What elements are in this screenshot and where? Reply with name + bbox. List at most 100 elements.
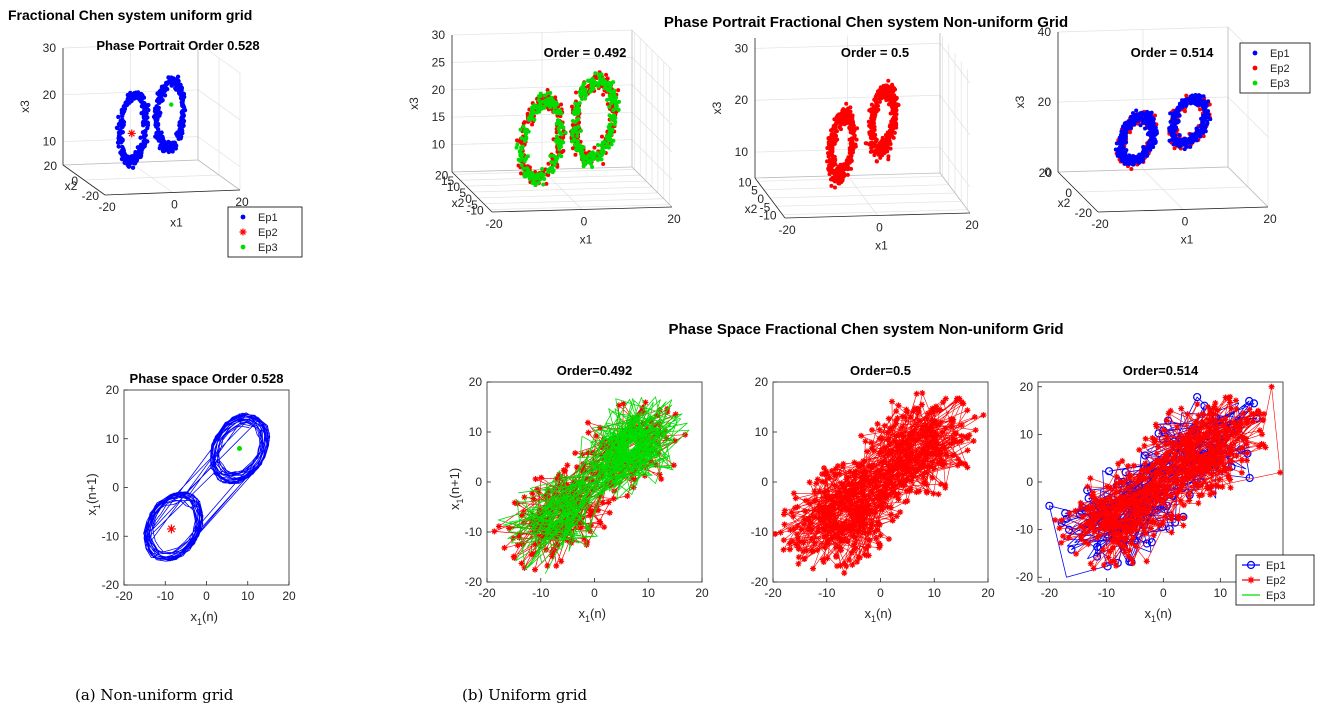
traj-marker xyxy=(1104,514,1111,521)
traj-marker xyxy=(554,542,561,549)
traj-marker xyxy=(1072,507,1079,514)
data-point xyxy=(553,95,558,100)
data-point xyxy=(170,149,175,154)
traj-marker xyxy=(897,509,904,516)
data-point xyxy=(828,157,833,162)
traj-marker xyxy=(1246,406,1253,413)
traj-marker xyxy=(1142,530,1149,537)
data-point xyxy=(606,145,611,150)
traj-marker xyxy=(861,510,868,517)
traj-marker xyxy=(890,467,897,474)
data-point xyxy=(577,143,582,148)
traj-marker xyxy=(868,520,875,527)
traj-marker xyxy=(852,468,859,475)
traj-marker xyxy=(907,414,914,421)
data-point xyxy=(836,180,841,185)
traj-marker xyxy=(876,544,883,551)
data-point xyxy=(558,111,563,116)
traj-marker xyxy=(937,481,944,488)
traj-marker xyxy=(790,513,797,520)
plot-title: Order = 0.492 xyxy=(544,45,627,60)
traj-marker xyxy=(825,528,832,535)
y-tick-label: 10 xyxy=(469,425,483,439)
traj-marker xyxy=(890,489,897,496)
box-edge xyxy=(1057,166,1229,173)
data-point xyxy=(586,84,591,89)
traj-marker xyxy=(655,450,662,457)
data-point xyxy=(1182,109,1187,114)
traj-marker xyxy=(861,551,868,558)
z-tick-label: 30 xyxy=(735,41,749,55)
data-point xyxy=(868,142,873,147)
traj-marker xyxy=(811,514,818,521)
traj-marker xyxy=(865,542,872,549)
data-point xyxy=(1188,132,1193,137)
traj-marker xyxy=(928,463,935,470)
data-point xyxy=(844,108,849,113)
traj-marker xyxy=(1243,457,1250,464)
legend-label-ep3: Ep3 xyxy=(1266,590,1286,602)
traj-marker xyxy=(506,525,513,532)
traj-marker xyxy=(1078,503,1085,510)
data-point xyxy=(573,152,578,157)
x-tick-label: 20 xyxy=(667,212,681,226)
traj-marker xyxy=(918,463,925,470)
data-point xyxy=(892,124,897,129)
traj-marker xyxy=(911,428,918,435)
traj-marker xyxy=(593,503,600,510)
data-point xyxy=(616,88,621,93)
traj-marker xyxy=(548,549,555,556)
data-point xyxy=(559,102,564,107)
data-point xyxy=(1186,98,1191,103)
traj-marker xyxy=(1086,525,1093,532)
data-point xyxy=(598,77,603,82)
data-point xyxy=(582,81,587,86)
traj-marker xyxy=(840,460,847,467)
traj-marker xyxy=(971,414,978,421)
data-point xyxy=(1195,126,1200,131)
data-point xyxy=(833,162,838,167)
caption-a: (a) Non-uniform grid xyxy=(75,686,234,704)
plot-title: Phase space Order 0.528 xyxy=(130,371,284,386)
traj-marker xyxy=(920,473,927,480)
data-point xyxy=(530,122,535,127)
traj-marker xyxy=(1142,476,1149,483)
z-tick-label: 30 xyxy=(43,41,57,55)
traj-marker xyxy=(921,469,928,476)
traj-marker xyxy=(777,529,784,536)
left-figure-title: Fractional Chen system uniform grid xyxy=(8,7,252,23)
traj-marker xyxy=(943,450,950,457)
y-tick-label: -10 xyxy=(465,525,483,539)
data-point xyxy=(847,137,852,142)
data-point xyxy=(889,88,894,93)
data-point xyxy=(1183,142,1188,147)
data-point xyxy=(879,149,884,154)
traj-marker xyxy=(1121,468,1130,477)
data-point xyxy=(607,131,612,136)
traj-marker xyxy=(894,448,901,455)
traj-marker xyxy=(951,451,958,458)
data-point xyxy=(836,117,841,122)
data-point xyxy=(592,145,597,150)
traj-marker xyxy=(578,518,585,525)
traj-marker xyxy=(1132,543,1139,550)
traj-marker xyxy=(901,447,908,454)
traj-marker xyxy=(1156,522,1163,529)
data-point xyxy=(575,125,580,130)
data-point xyxy=(606,137,611,142)
data-point xyxy=(886,140,891,145)
traj-marker xyxy=(1177,456,1184,463)
traj-marker xyxy=(869,462,876,469)
traj-marker xyxy=(887,491,894,498)
data-point xyxy=(589,80,594,85)
traj-marker xyxy=(853,507,860,514)
data-point xyxy=(591,156,596,161)
data-point xyxy=(181,94,187,100)
data-point xyxy=(839,111,844,116)
traj-marker xyxy=(1228,405,1235,412)
traj-marker xyxy=(795,560,802,567)
traj-marker xyxy=(781,521,788,528)
traj-marker xyxy=(558,558,565,565)
traj-marker xyxy=(833,552,840,559)
traj-marker xyxy=(885,463,892,470)
